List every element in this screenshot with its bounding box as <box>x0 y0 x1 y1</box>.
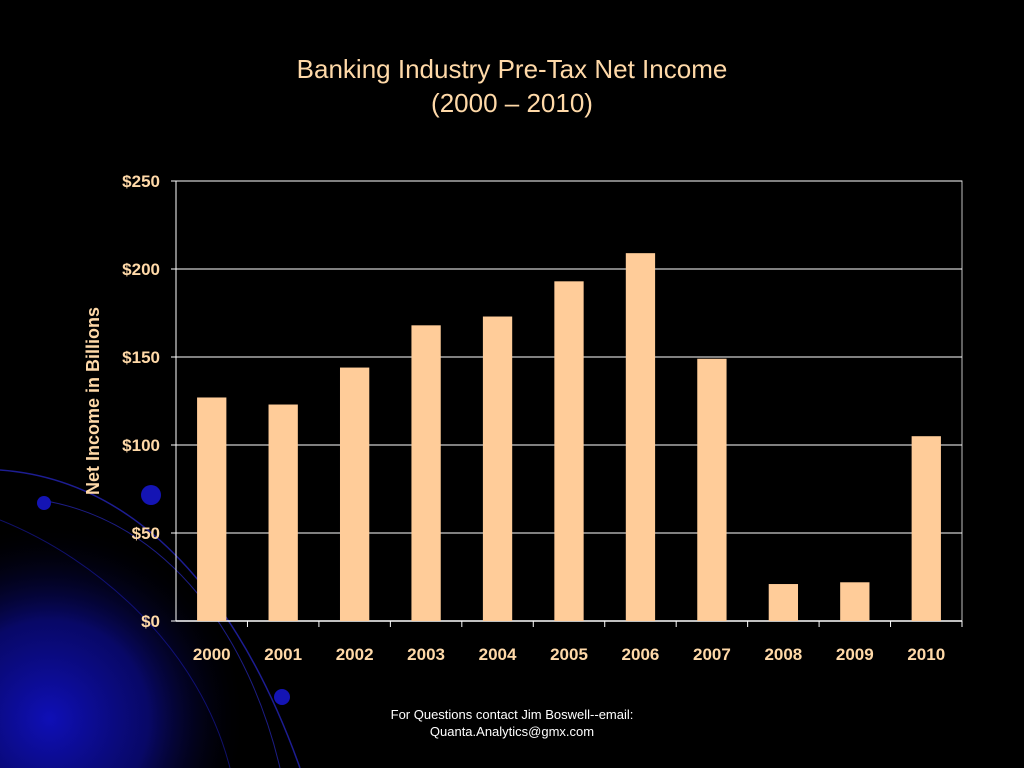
x-tick-label: 2001 <box>264 645 302 664</box>
y-tick-label: $250 <box>122 172 160 191</box>
x-tick-label: 2006 <box>622 645 660 664</box>
x-tick-label: 2003 <box>407 645 445 664</box>
chart-title-line1: Banking Industry Pre-Tax Net Income <box>296 54 728 84</box>
x-tick-label: 2008 <box>764 645 802 664</box>
decor-dot <box>37 496 51 510</box>
chart-title-line2: (2000 – 2010) <box>431 88 593 118</box>
decor-dot <box>141 485 161 505</box>
bar <box>840 582 870 621</box>
y-tick-label: $0 <box>141 612 160 631</box>
bar <box>697 358 727 621</box>
bar <box>625 253 656 621</box>
y-tick-label: $50 <box>132 524 160 543</box>
y-tick-label: $100 <box>122 436 160 455</box>
x-tick-label: 2009 <box>836 645 874 664</box>
x-tick-label: 2007 <box>693 645 731 664</box>
bar <box>911 436 941 621</box>
bar <box>197 397 227 621</box>
x-tick-label: 2002 <box>336 645 374 664</box>
swoosh-curve-1 <box>0 469 301 768</box>
decor-dot <box>274 689 290 705</box>
x-tick-label: 2010 <box>907 645 945 664</box>
bar <box>268 404 298 621</box>
bar <box>339 367 370 621</box>
bar <box>554 281 584 621</box>
footer-email[interactable]: Quanta.Analytics@gmx.com <box>429 724 595 739</box>
swoosh-curve-3 <box>0 519 231 768</box>
x-tick-label: 2004 <box>479 645 517 664</box>
footer-contact-line: For Questions contact Jim Boswell--email… <box>390 707 634 722</box>
x-tick-label: 2005 <box>550 645 588 664</box>
bar <box>482 316 513 621</box>
y-tick-label: $200 <box>122 260 160 279</box>
bar <box>768 584 799 621</box>
y-tick-label: $150 <box>122 348 160 367</box>
bar <box>411 325 441 621</box>
blue-swoosh-shape <box>0 440 330 768</box>
y-axis-title: Net Income in Billions <box>83 307 103 495</box>
x-tick-label: 2000 <box>193 645 231 664</box>
